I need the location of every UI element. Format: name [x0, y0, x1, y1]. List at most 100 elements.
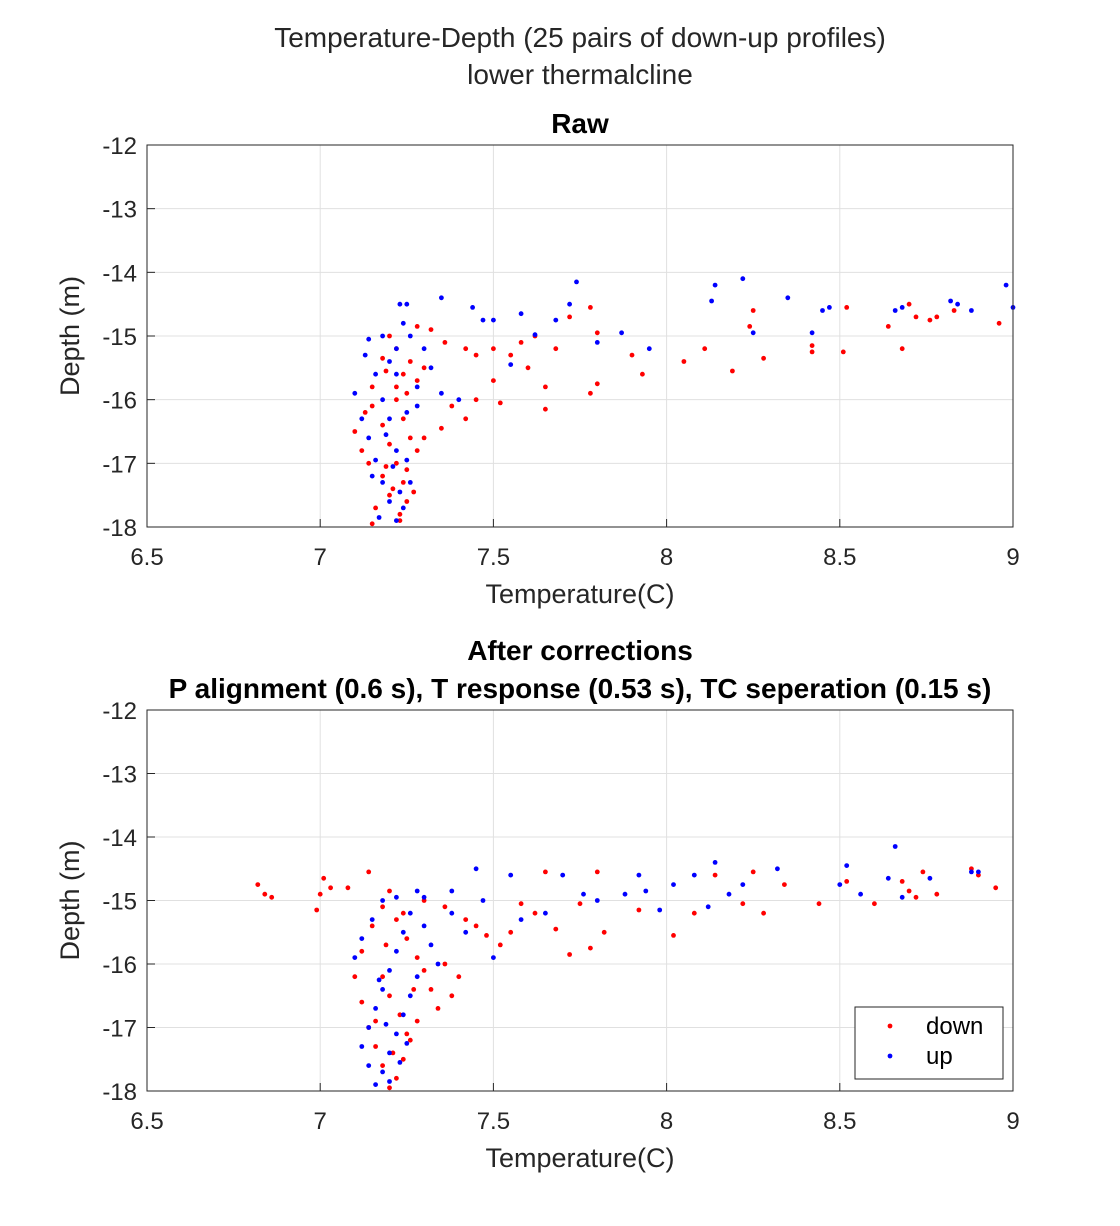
legend: down up — [854, 1006, 1004, 1080]
raw-point-up — [491, 317, 496, 323]
corrected-title-line-1: After corrections — [467, 635, 693, 666]
raw-point-up — [456, 397, 462, 403]
corrected-y-tick-label: -18 — [102, 1079, 137, 1106]
corrected-point-down — [601, 929, 607, 935]
corrected-point-up — [387, 968, 392, 973]
raw-x-tick-label: 9 — [1006, 544, 1019, 571]
corrected-point-down — [359, 948, 365, 954]
corrected-point-up — [394, 894, 399, 900]
raw-point-up — [376, 515, 382, 520]
raw-point-up — [1003, 282, 1009, 288]
corrected-point-down — [400, 910, 406, 916]
raw-y-tick-label: -13 — [102, 197, 137, 224]
raw-point-down — [497, 400, 503, 406]
raw-point-down — [387, 333, 392, 339]
corrected-point-up — [844, 863, 850, 868]
raw-point-up — [574, 279, 579, 285]
raw-point-down — [588, 305, 593, 310]
corrected-point-down — [400, 1056, 406, 1062]
raw-point-down — [567, 314, 572, 320]
corrected-point-down — [532, 910, 538, 916]
corrected-y-tick-label: -14 — [102, 825, 137, 852]
corrected-point-down — [397, 1012, 403, 1018]
legend-up-label: up — [926, 1043, 953, 1070]
corrected-point-down — [387, 993, 392, 999]
corrected-point-down — [269, 894, 275, 900]
corrected-point-up — [428, 942, 434, 948]
corrected-point-down — [844, 879, 850, 884]
legend-up-marker — [887, 1053, 893, 1059]
raw-panel: 6.5 7 7.5 8 8.5 9 -12 -13 -14 -15 -16 -17 -18 Raw Temp… — [55, 108, 1020, 609]
raw-point-down — [449, 403, 455, 409]
raw-title-line-1: Raw — [551, 108, 609, 139]
raw-point-down — [543, 384, 548, 390]
raw-point-up — [827, 305, 832, 310]
corrected-point-down — [394, 1075, 399, 1081]
raw-point-up — [709, 298, 714, 304]
corrected-point-up — [407, 993, 413, 999]
raw-point-down — [934, 314, 940, 320]
corrected-point-down — [414, 1018, 420, 1024]
corrected-point-up — [560, 872, 566, 878]
raw-point-down — [951, 308, 957, 313]
raw-point-down — [394, 384, 399, 390]
corrected-point-up — [480, 898, 486, 903]
raw-x-tick-label: 7 — [314, 544, 327, 571]
corrected-y-tick-label: -15 — [102, 889, 137, 916]
corrected-point-up — [463, 929, 469, 935]
corrected-point-up — [491, 955, 496, 960]
corrected-point-up — [899, 894, 905, 900]
legend-box — [854, 1006, 1004, 1080]
raw-x-tick-label: 7.5 — [477, 544, 510, 571]
corrected-point-down — [993, 885, 999, 891]
raw-y-tick-label: -15 — [102, 324, 137, 351]
raw-point-down — [844, 305, 850, 310]
corrected-point-up — [726, 891, 732, 897]
raw-point-down — [380, 422, 385, 428]
raw-x-tick-label: 8 — [660, 544, 673, 571]
corrected-point-up — [449, 910, 455, 916]
corrected-y-tick-label: -13 — [102, 762, 137, 789]
raw-point-up — [407, 333, 413, 339]
raw-point-down — [809, 349, 815, 355]
corrected-point-down — [934, 891, 940, 897]
raw-point-up — [404, 457, 410, 463]
corrected-point-down — [750, 869, 756, 875]
raw-point-down — [885, 324, 891, 329]
corrected-point-down — [404, 1031, 410, 1037]
raw-point-up — [740, 276, 746, 282]
raw-point-down — [400, 480, 406, 485]
raw-point-down — [428, 327, 434, 332]
raw-point-down — [594, 330, 600, 336]
raw-point-down — [463, 416, 469, 422]
corrected-point-down — [345, 885, 351, 891]
raw-point-up — [397, 301, 403, 307]
corrected-point-up — [394, 948, 399, 954]
figure-title-line-2: lower thermalcline — [467, 59, 693, 90]
corrected-point-up — [581, 891, 586, 897]
raw-point-down — [397, 511, 403, 517]
corrected-point-up — [421, 923, 427, 929]
raw-point-up — [439, 390, 444, 396]
raw-point-up — [470, 305, 475, 310]
raw-point-down — [404, 390, 410, 396]
raw-point-down — [588, 390, 593, 396]
raw-point-down — [411, 489, 417, 495]
raw-point-up — [567, 301, 572, 307]
corrected-point-down — [442, 904, 448, 910]
raw-point-up — [948, 298, 953, 304]
corrected-point-up — [473, 866, 479, 872]
corrected-point-down — [390, 1050, 396, 1056]
raw-point-up — [414, 403, 420, 409]
raw-point-up — [373, 457, 378, 463]
corrected-point-down — [435, 1006, 441, 1011]
raw-point-down — [927, 317, 933, 323]
corrected-point-down — [456, 974, 462, 980]
corrected-point-down — [906, 888, 912, 894]
raw-point-up — [394, 448, 399, 453]
corrected-point-up — [976, 869, 981, 875]
corrected-point-up — [387, 1050, 392, 1056]
corrected-point-down — [553, 926, 559, 932]
corrected-point-down — [816, 901, 822, 907]
